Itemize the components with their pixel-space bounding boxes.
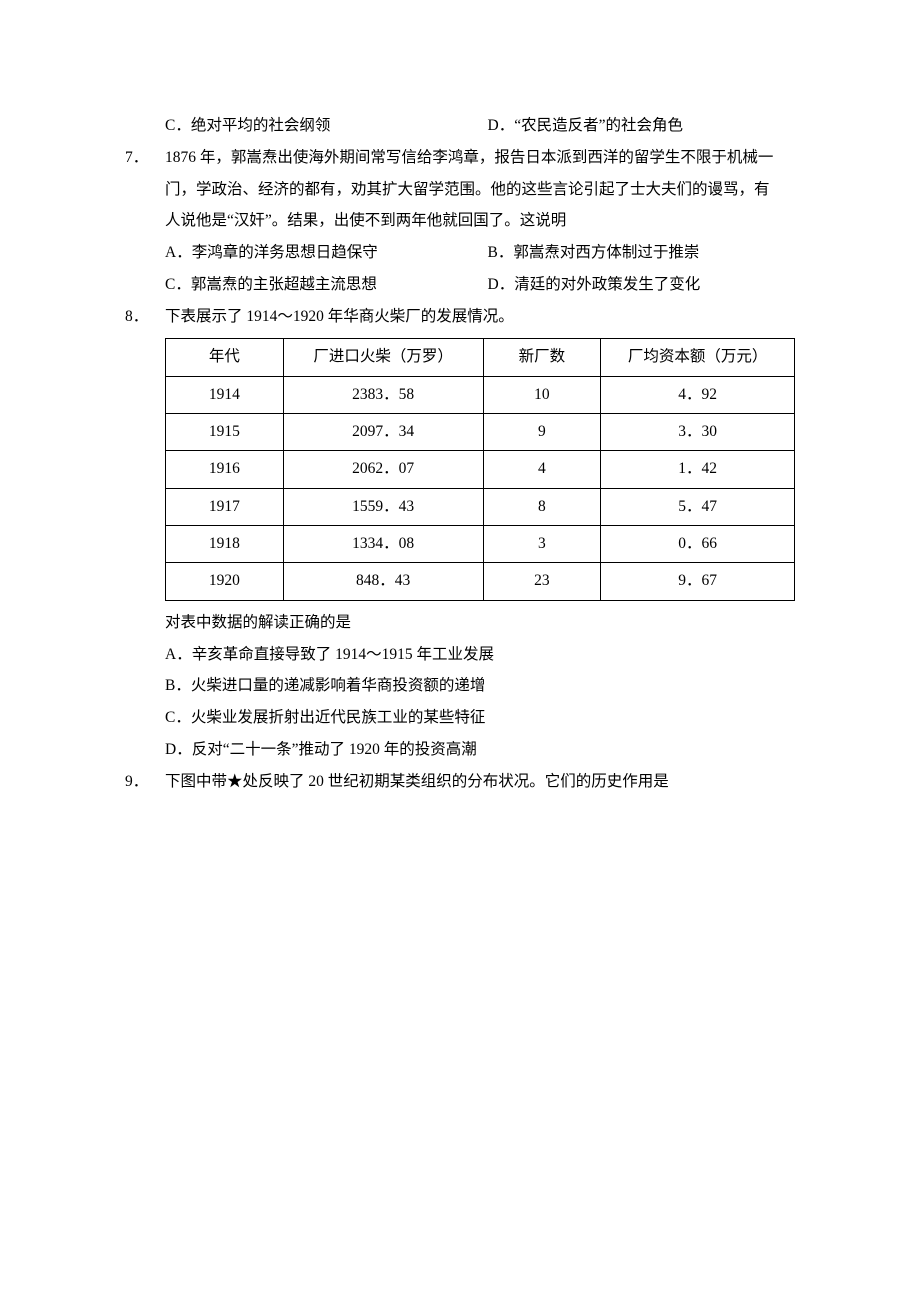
q6-option-d: D．“农民造反者”的社会角色 (488, 110, 811, 142)
q8-option-c: C．火柴业发展折射出近代民族工业的某些特征 (125, 702, 810, 734)
cell: 0．66 (601, 526, 795, 563)
cell: 1915 (166, 414, 284, 451)
cell: 1916 (166, 451, 284, 488)
th-new: 新厂数 (483, 339, 601, 376)
cell: 3．30 (601, 414, 795, 451)
cell: 1．42 (601, 451, 795, 488)
cell: 1920 (166, 563, 284, 600)
cell: 1917 (166, 488, 284, 525)
cell: 1918 (166, 526, 284, 563)
table-row: 1915 2097．34 9 3．30 (166, 414, 795, 451)
q8-table: 年代 厂进口火柴（万罗） 新厂数 厂均资本额（万元） 1914 2383．58 … (165, 338, 795, 600)
q7-line1: 7． 1876 年，郭嵩焘出使海外期间常写信给李鸿章，报告日本派到西洋的留学生不… (125, 142, 810, 174)
table-row: 1914 2383．58 10 4．92 (166, 376, 795, 413)
q7-options-row2: C．郭嵩焘的主张超越主流思想 D．清廷的对外政策发生了变化 (125, 269, 810, 301)
q7-options-row1: A．李鸿章的洋务思想日趋保守 B．郭嵩焘对西方体制过于推崇 (125, 237, 810, 269)
q8-option-d: D．反对“二十一条”推动了 1920 年的投资高潮 (125, 734, 810, 766)
table-row: 1916 2062．07 4 1．42 (166, 451, 795, 488)
q8-prompt: 对表中数据的解读正确的是 (125, 607, 810, 639)
cell: 1559．43 (283, 488, 483, 525)
q7-text1: 1876 年，郭嵩焘出使海外期间常写信给李鸿章，报告日本派到西洋的留学生不限于机… (165, 142, 810, 174)
q9-text1: 下图中带★处反映了 20 世纪初期某类组织的分布状况。它们的历史作用是 (165, 766, 810, 798)
q7-option-b: B．郭嵩焘对西方体制过于推崇 (488, 237, 811, 269)
q7-text2: 门，学政治、经济的都有，劝其扩大留学范围。他的这些言论引起了士大夫们的谩骂，有 (125, 174, 810, 206)
q7-option-c: C．郭嵩焘的主张超越主流思想 (165, 269, 488, 301)
cell: 3 (483, 526, 601, 563)
q6-options-row: C．绝对平均的社会纲领 D．“农民造反者”的社会角色 (125, 110, 810, 142)
th-import: 厂进口火柴（万罗） (283, 339, 483, 376)
cell: 10 (483, 376, 601, 413)
q7-option-d: D．清廷的对外政策发生了变化 (488, 269, 811, 301)
q9-number: 9． (125, 766, 165, 798)
q8-number: 8． (125, 301, 165, 333)
cell: 848．43 (283, 563, 483, 600)
cell: 4 (483, 451, 601, 488)
cell: 8 (483, 488, 601, 525)
cell: 1334．08 (283, 526, 483, 563)
q8-text1: 下表展示了 1914～1920 年华商火柴厂的发展情况。 (165, 301, 810, 333)
q8-option-a: A．辛亥革命直接导致了 1914～1915 年工业发展 (125, 639, 810, 671)
cell: 23 (483, 563, 601, 600)
cell: 9．67 (601, 563, 795, 600)
q7-option-a: A．李鸿章的洋务思想日趋保守 (165, 237, 488, 269)
q8-line1: 8． 下表展示了 1914～1920 年华商火柴厂的发展情况。 (125, 301, 810, 333)
cell: 9 (483, 414, 601, 451)
q7-text3: 人说他是“汉奸”。结果，出使不到两年他就回国了。这说明 (125, 205, 810, 237)
q7-number: 7． (125, 142, 165, 174)
table-row: 1920 848．43 23 9．67 (166, 563, 795, 600)
cell: 4．92 (601, 376, 795, 413)
th-capital: 厂均资本额（万元） (601, 339, 795, 376)
cell: 2062．07 (283, 451, 483, 488)
q6-option-c: C．绝对平均的社会纲领 (165, 110, 488, 142)
cell: 2097．34 (283, 414, 483, 451)
table-row: 1918 1334．08 3 0．66 (166, 526, 795, 563)
th-year: 年代 (166, 339, 284, 376)
cell: 1914 (166, 376, 284, 413)
q8-option-b: B．火柴进口量的递减影响着华商投资额的递增 (125, 670, 810, 702)
table-header-row: 年代 厂进口火柴（万罗） 新厂数 厂均资本额（万元） (166, 339, 795, 376)
table-row: 1917 1559．43 8 5．47 (166, 488, 795, 525)
q9-line1: 9． 下图中带★处反映了 20 世纪初期某类组织的分布状况。它们的历史作用是 (125, 766, 810, 798)
cell: 5．47 (601, 488, 795, 525)
cell: 2383．58 (283, 376, 483, 413)
